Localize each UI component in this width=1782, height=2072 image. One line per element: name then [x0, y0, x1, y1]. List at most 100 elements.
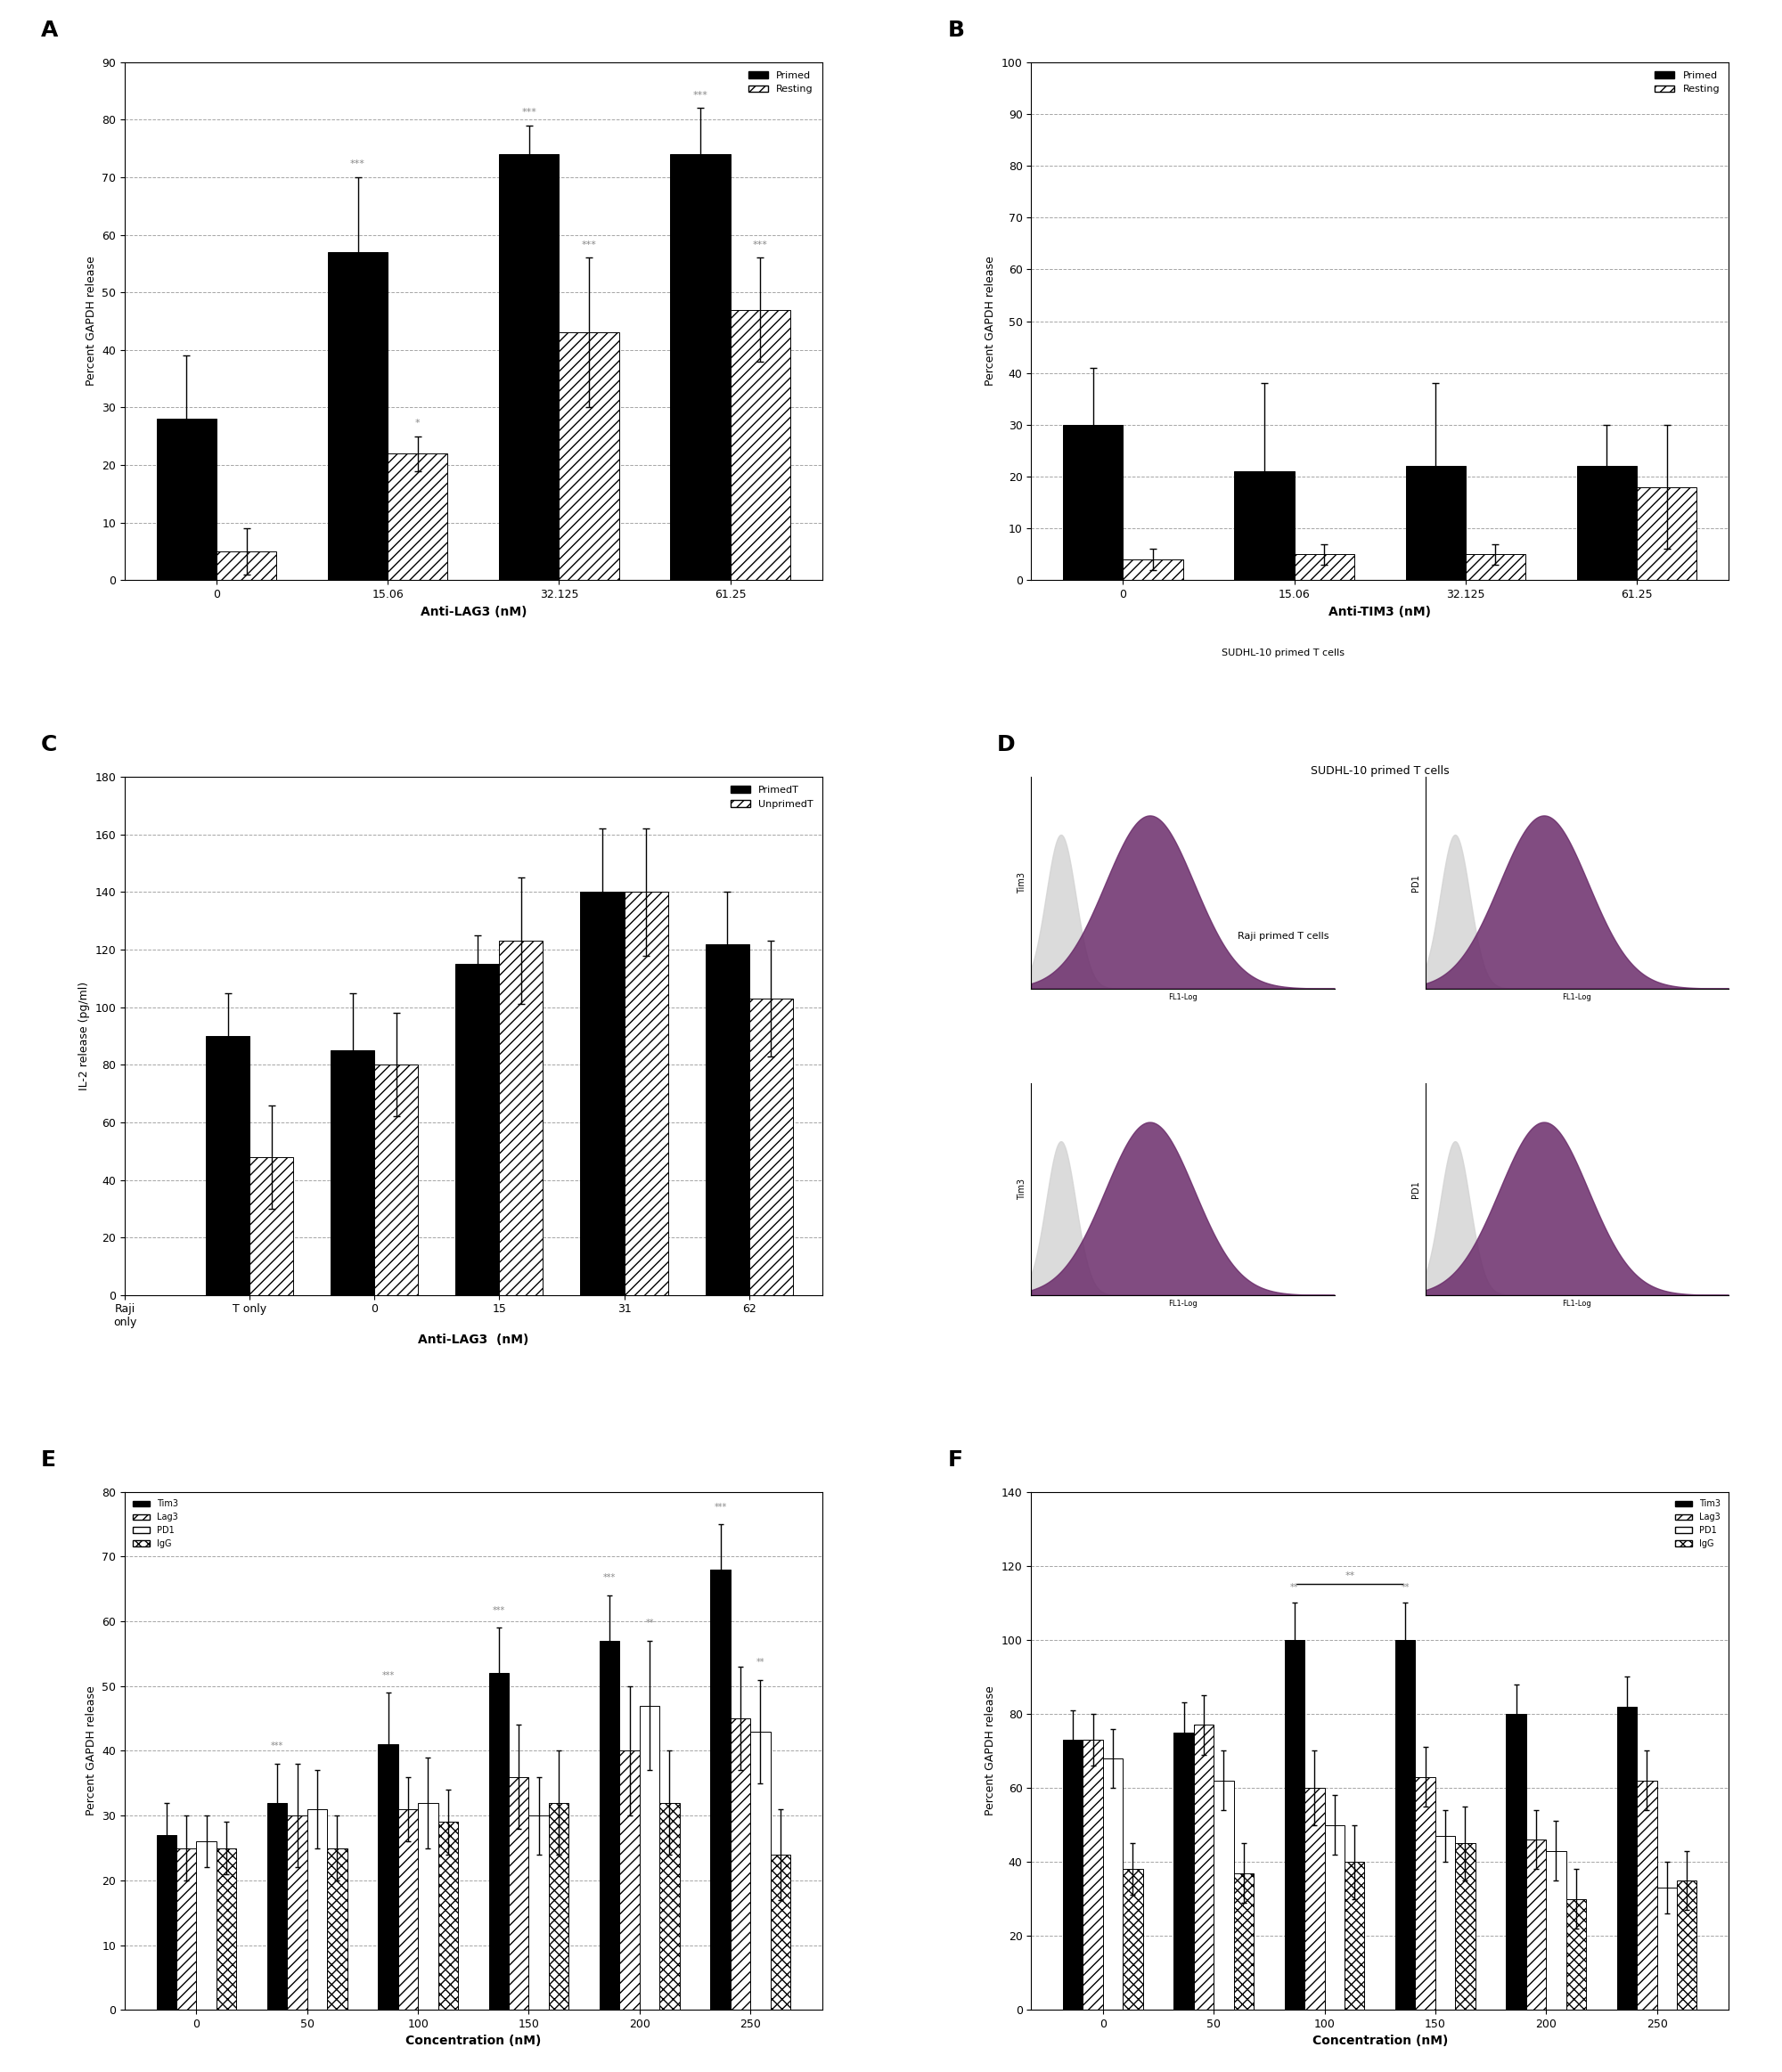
Bar — [770, 1854, 791, 2010]
Y-axis label: Percent GAPDH release: Percent GAPDH release — [86, 257, 96, 385]
Bar — [1547, 1850, 1566, 2010]
X-axis label: Anti-LAG3  (nM): Anti-LAG3 (nM) — [419, 1334, 529, 1347]
Bar — [456, 963, 499, 1295]
Bar — [1123, 1869, 1142, 2010]
Bar — [624, 893, 668, 1295]
Text: SUDHL-10 primed T cells: SUDHL-10 primed T cells — [1222, 649, 1345, 657]
Bar — [659, 1803, 679, 2010]
Text: F: F — [948, 1448, 962, 1471]
Bar — [1324, 1825, 1344, 2010]
Bar — [1344, 1863, 1365, 2010]
Bar — [748, 999, 793, 1295]
Text: *: * — [415, 419, 421, 427]
Text: **: ** — [1345, 1573, 1354, 1581]
Bar — [1525, 1840, 1547, 2010]
Text: D: D — [996, 733, 1014, 756]
Text: ***: *** — [271, 1743, 283, 1751]
Legend: Primed, Resting: Primed, Resting — [745, 66, 818, 97]
X-axis label: Concentration (nM): Concentration (nM) — [1312, 2035, 1447, 2047]
Bar — [488, 1672, 510, 2010]
Bar — [1566, 1898, 1586, 2010]
Text: ***: *** — [752, 240, 768, 249]
X-axis label: FL1-Log: FL1-Log — [1563, 992, 1591, 1001]
Bar — [731, 309, 791, 580]
Bar — [331, 1051, 374, 1295]
Bar — [499, 941, 544, 1295]
Bar — [1657, 1888, 1677, 2010]
X-axis label: Anti-TIM3 (nM): Anti-TIM3 (nM) — [1329, 605, 1431, 617]
Bar — [1406, 466, 1465, 580]
Bar — [1214, 1780, 1233, 2010]
Text: **: ** — [645, 1618, 654, 1629]
Y-axis label: Tim3: Tim3 — [1018, 872, 1026, 893]
Text: **: ** — [1290, 1583, 1299, 1591]
Text: ***: *** — [604, 1573, 617, 1583]
Bar — [287, 1815, 307, 2010]
Bar — [157, 1836, 176, 2010]
Legend: Tim3, Lag3, PD1, IgG: Tim3, Lag3, PD1, IgG — [128, 1496, 182, 1552]
Bar — [1083, 1740, 1103, 2010]
Title: SUDHL-10 primed T cells: SUDHL-10 primed T cells — [1310, 765, 1449, 777]
Bar — [328, 1848, 347, 2010]
Bar — [1638, 487, 1696, 580]
Bar — [1123, 559, 1183, 580]
Text: **: ** — [756, 1658, 764, 1666]
Bar — [249, 1156, 294, 1295]
Bar — [1435, 1836, 1456, 2010]
Bar — [328, 253, 388, 580]
Bar — [1285, 1639, 1304, 2010]
Bar — [1174, 1732, 1194, 2010]
Y-axis label: PD1: PD1 — [1411, 1181, 1420, 1198]
Bar — [620, 1751, 640, 2010]
Bar — [1415, 1776, 1435, 2010]
Bar — [176, 1848, 196, 2010]
Bar — [731, 1718, 750, 2010]
X-axis label: FL1-Log: FL1-Log — [1169, 1299, 1198, 1307]
Bar — [397, 1809, 419, 2010]
Bar — [1235, 470, 1294, 580]
Text: ***: *** — [351, 160, 365, 168]
Bar — [1506, 1714, 1525, 2010]
Text: ***: *** — [581, 240, 597, 249]
Text: ***: *** — [381, 1670, 394, 1680]
Text: Raji primed T cells: Raji primed T cells — [1237, 932, 1329, 941]
Bar — [216, 551, 276, 580]
Bar — [529, 1815, 549, 2010]
Text: ***: *** — [693, 91, 707, 99]
Bar — [1456, 1844, 1475, 2010]
Bar — [1465, 553, 1525, 580]
Bar — [1103, 1759, 1123, 2010]
X-axis label: FL1-Log: FL1-Log — [1169, 992, 1198, 1001]
Bar — [1395, 1639, 1415, 2010]
Bar — [267, 1803, 287, 2010]
Text: E: E — [41, 1448, 57, 1471]
Legend: Primed, Resting: Primed, Resting — [1650, 66, 1723, 97]
Bar — [1062, 1740, 1083, 2010]
Bar — [1194, 1724, 1214, 2010]
Text: B: B — [948, 19, 964, 41]
Bar — [196, 1842, 216, 2010]
Legend: PrimedT, UnprimedT: PrimedT, UnprimedT — [727, 781, 818, 812]
Bar — [307, 1809, 328, 2010]
Bar — [1233, 1873, 1253, 2010]
Bar — [438, 1821, 458, 2010]
Bar — [1638, 1780, 1657, 2010]
Y-axis label: PD1: PD1 — [1411, 874, 1420, 891]
Bar — [374, 1065, 419, 1295]
Text: ***: *** — [522, 108, 536, 116]
Bar — [670, 153, 731, 580]
Bar — [549, 1803, 568, 2010]
Text: ***: *** — [492, 1606, 506, 1614]
Bar — [706, 945, 748, 1295]
Bar — [378, 1745, 397, 2010]
Bar — [1304, 1788, 1324, 2010]
X-axis label: FL1-Log: FL1-Log — [1563, 1299, 1591, 1307]
Text: C: C — [41, 733, 57, 756]
Bar — [711, 1571, 731, 2010]
Bar — [581, 893, 624, 1295]
Bar — [1062, 425, 1123, 580]
Y-axis label: Percent GAPDH release: Percent GAPDH release — [985, 257, 996, 385]
Bar — [1577, 466, 1638, 580]
X-axis label: Anti-LAG3 (nM): Anti-LAG3 (nM) — [421, 605, 527, 617]
Bar — [640, 1705, 659, 2010]
